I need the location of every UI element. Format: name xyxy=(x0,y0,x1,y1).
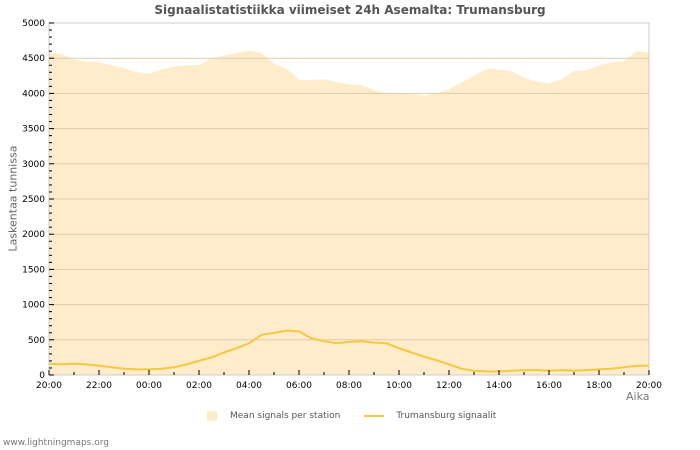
svg-text:18:00: 18:00 xyxy=(586,381,612,391)
svg-text:14:00: 14:00 xyxy=(486,381,512,391)
svg-text:1000: 1000 xyxy=(22,301,45,311)
line-swatch-icon xyxy=(364,415,385,417)
svg-text:16:00: 16:00 xyxy=(536,381,562,391)
svg-text:2000: 2000 xyxy=(22,230,45,240)
svg-text:08:00: 08:00 xyxy=(336,381,362,391)
legend-item-station[interactable]: Trumansburg signaalit xyxy=(364,411,496,421)
svg-text:02:00: 02:00 xyxy=(186,381,212,391)
svg-text:06:00: 06:00 xyxy=(286,381,312,391)
legend-item-mean[interactable]: Mean signals per station xyxy=(207,411,340,421)
legend: Mean signals per station Trumansburg sig… xyxy=(207,411,520,421)
svg-text:3500: 3500 xyxy=(22,125,45,135)
svg-text:12:00: 12:00 xyxy=(436,381,462,391)
svg-text:10:00: 10:00 xyxy=(386,381,412,391)
svg-text:00:00: 00:00 xyxy=(136,381,162,391)
svg-text:4500: 4500 xyxy=(22,54,45,64)
svg-text:20:00: 20:00 xyxy=(636,381,662,391)
grid-lines xyxy=(49,57,649,341)
axes: 0 500 1000 1500 2000 2500 3000 3500 4000 4500 5000… xyxy=(22,19,662,391)
svg-text:20:00: 20:00 xyxy=(36,381,62,391)
svg-text:22:00: 22:00 xyxy=(86,381,112,391)
chart-title: Signaalistatistiikka viimeiset 24h Asema… xyxy=(154,3,546,17)
area-swatch-icon xyxy=(207,411,217,421)
legend-label-mean: Mean signals per station xyxy=(230,411,341,421)
legend-label-station: Trumansburg signaalit xyxy=(396,411,497,421)
svg-text:5000: 5000 xyxy=(22,19,45,29)
x-axis-title: Aika xyxy=(626,390,650,403)
svg-text:0: 0 xyxy=(39,371,45,381)
svg-text:4000: 4000 xyxy=(22,89,45,99)
svg-text:04:00: 04:00 xyxy=(236,381,262,391)
svg-text:2500: 2500 xyxy=(22,195,45,205)
svg-text:500: 500 xyxy=(28,336,45,346)
credit-link[interactable]: www.lightningmaps.org xyxy=(3,438,109,448)
svg-text:3000: 3000 xyxy=(22,160,45,170)
mean-signals-area xyxy=(49,50,649,375)
svg-text:1500: 1500 xyxy=(22,265,45,275)
